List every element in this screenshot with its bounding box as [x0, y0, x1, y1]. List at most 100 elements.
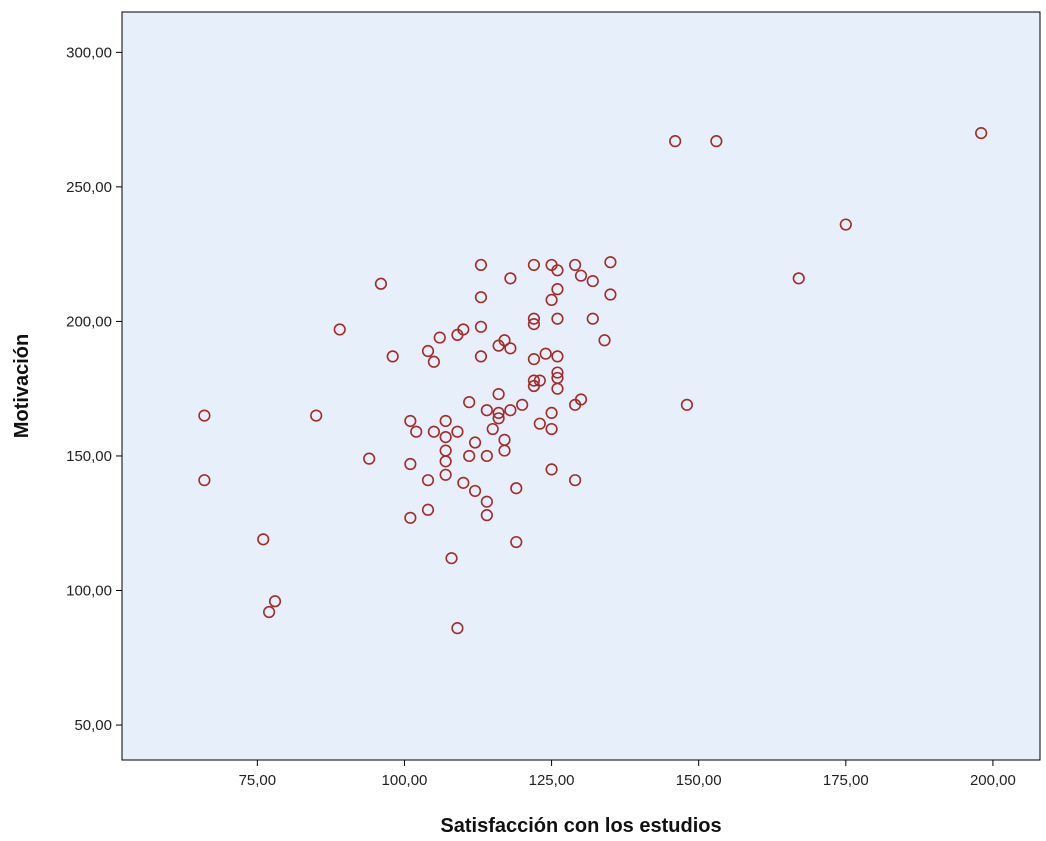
- data-point-3: [263, 605, 276, 619]
- data-point-13: [410, 425, 423, 438]
- data-point-68: [545, 406, 558, 420]
- data-point-48: [498, 334, 511, 347]
- data-point-53: [504, 404, 517, 417]
- data-point-7: [363, 452, 376, 465]
- data-point-54: [510, 482, 523, 495]
- data-point-80: [569, 474, 582, 487]
- data-point-61: [527, 374, 541, 387]
- data-point-72: [551, 283, 564, 296]
- data-point-23: [439, 455, 452, 468]
- data-point-73: [551, 312, 564, 325]
- x-tick-label-2: 125,00: [529, 772, 575, 789]
- y-axis: 50,00 100,00 150,00 200,00 250,00 300,00: [66, 44, 122, 734]
- data-point-65: [539, 347, 552, 360]
- x-tick-label-4: 175,00: [823, 772, 869, 789]
- data-point-29: [457, 323, 470, 336]
- x-tick-label-3: 150,00: [676, 772, 722, 789]
- data-point-69: [545, 422, 558, 436]
- data-point-86: [604, 256, 617, 269]
- data-point-2: [257, 533, 270, 546]
- data-point-78: [569, 258, 582, 272]
- data-point-67: [545, 293, 558, 306]
- y-tick-label-2: 150,00: [66, 448, 112, 465]
- data-point-11: [404, 457, 417, 471]
- data-point-35: [474, 258, 488, 272]
- data-point-36: [474, 291, 488, 304]
- data-point-46: [492, 406, 505, 420]
- data-point-30: [457, 476, 470, 489]
- data-point-89: [680, 398, 694, 411]
- data-point-10: [404, 414, 417, 428]
- data-point-52: [504, 342, 517, 355]
- data-point-50: [498, 444, 511, 457]
- data-point-4: [268, 595, 282, 608]
- data-point-25: [445, 552, 458, 565]
- data-point-58: [527, 312, 541, 325]
- data-point-64: [533, 417, 546, 430]
- data-point-21: [439, 431, 452, 444]
- data-point-47: [492, 412, 505, 425]
- data-point-91: [792, 272, 805, 285]
- x-tick-label-5: 200,00: [970, 772, 1016, 789]
- y-tick-label-5: 300,00: [66, 44, 112, 61]
- data-point-51: [504, 272, 517, 285]
- data-point-27: [451, 425, 464, 438]
- data-point-42: [480, 509, 493, 522]
- data-point-77: [551, 382, 564, 395]
- data-point-39: [480, 404, 493, 417]
- data-point-90: [710, 135, 723, 148]
- data-point-38: [474, 350, 488, 363]
- data-point-56: [516, 398, 529, 411]
- data-point-17: [427, 355, 440, 368]
- data-point-14: [421, 344, 435, 358]
- data-point-87: [604, 288, 617, 301]
- data-point-88: [669, 135, 682, 148]
- data-point-16: [421, 503, 435, 516]
- data-point-8: [374, 277, 388, 290]
- data-point-74: [551, 350, 564, 363]
- data-point-85: [598, 334, 611, 347]
- data-point-19: [433, 331, 446, 344]
- x-tick-label-1: 100,00: [382, 772, 428, 789]
- data-point-70: [545, 463, 558, 476]
- data-point-1: [198, 474, 211, 487]
- data-point-92: [839, 218, 852, 231]
- data-point-45: [492, 387, 505, 401]
- data-point-40: [480, 449, 493, 463]
- data-point-32: [463, 449, 476, 463]
- x-tick-label-0: 75,00: [239, 772, 277, 789]
- data-point-28: [451, 622, 464, 635]
- data-point-71: [551, 264, 564, 277]
- data-point-20: [439, 414, 452, 428]
- data-point-84: [586, 312, 599, 325]
- data-point-60: [527, 352, 541, 366]
- data-point-9: [386, 350, 399, 363]
- data-point-15: [421, 474, 435, 487]
- data-point-55: [510, 535, 523, 549]
- data-point-33: [468, 436, 482, 449]
- data-point-37: [474, 320, 488, 333]
- data-point-75: [551, 366, 564, 379]
- data-points: [198, 126, 988, 635]
- data-point-93: [975, 126, 988, 140]
- data-point-83: [586, 274, 599, 288]
- data-point-5: [310, 409, 323, 422]
- data-point-81: [574, 269, 588, 282]
- data-point-31: [463, 396, 476, 409]
- data-point-0: [198, 409, 211, 422]
- y-tick-label-4: 250,00: [66, 179, 112, 196]
- data-point-57: [527, 258, 541, 272]
- y-axis-title: Motivación: [11, 334, 33, 438]
- x-axis-title: Satisfacción con los estudios: [440, 815, 721, 837]
- data-point-59: [527, 318, 541, 331]
- data-point-12: [404, 511, 417, 524]
- y-tick-label-1: 100,00: [66, 582, 112, 599]
- y-tick-label-0: 50,00: [74, 717, 112, 734]
- plot-area: [121, 11, 1041, 761]
- data-point-18: [427, 425, 440, 438]
- data-point-6: [333, 323, 346, 336]
- data-point-34: [468, 484, 482, 498]
- data-point-43: [486, 422, 499, 436]
